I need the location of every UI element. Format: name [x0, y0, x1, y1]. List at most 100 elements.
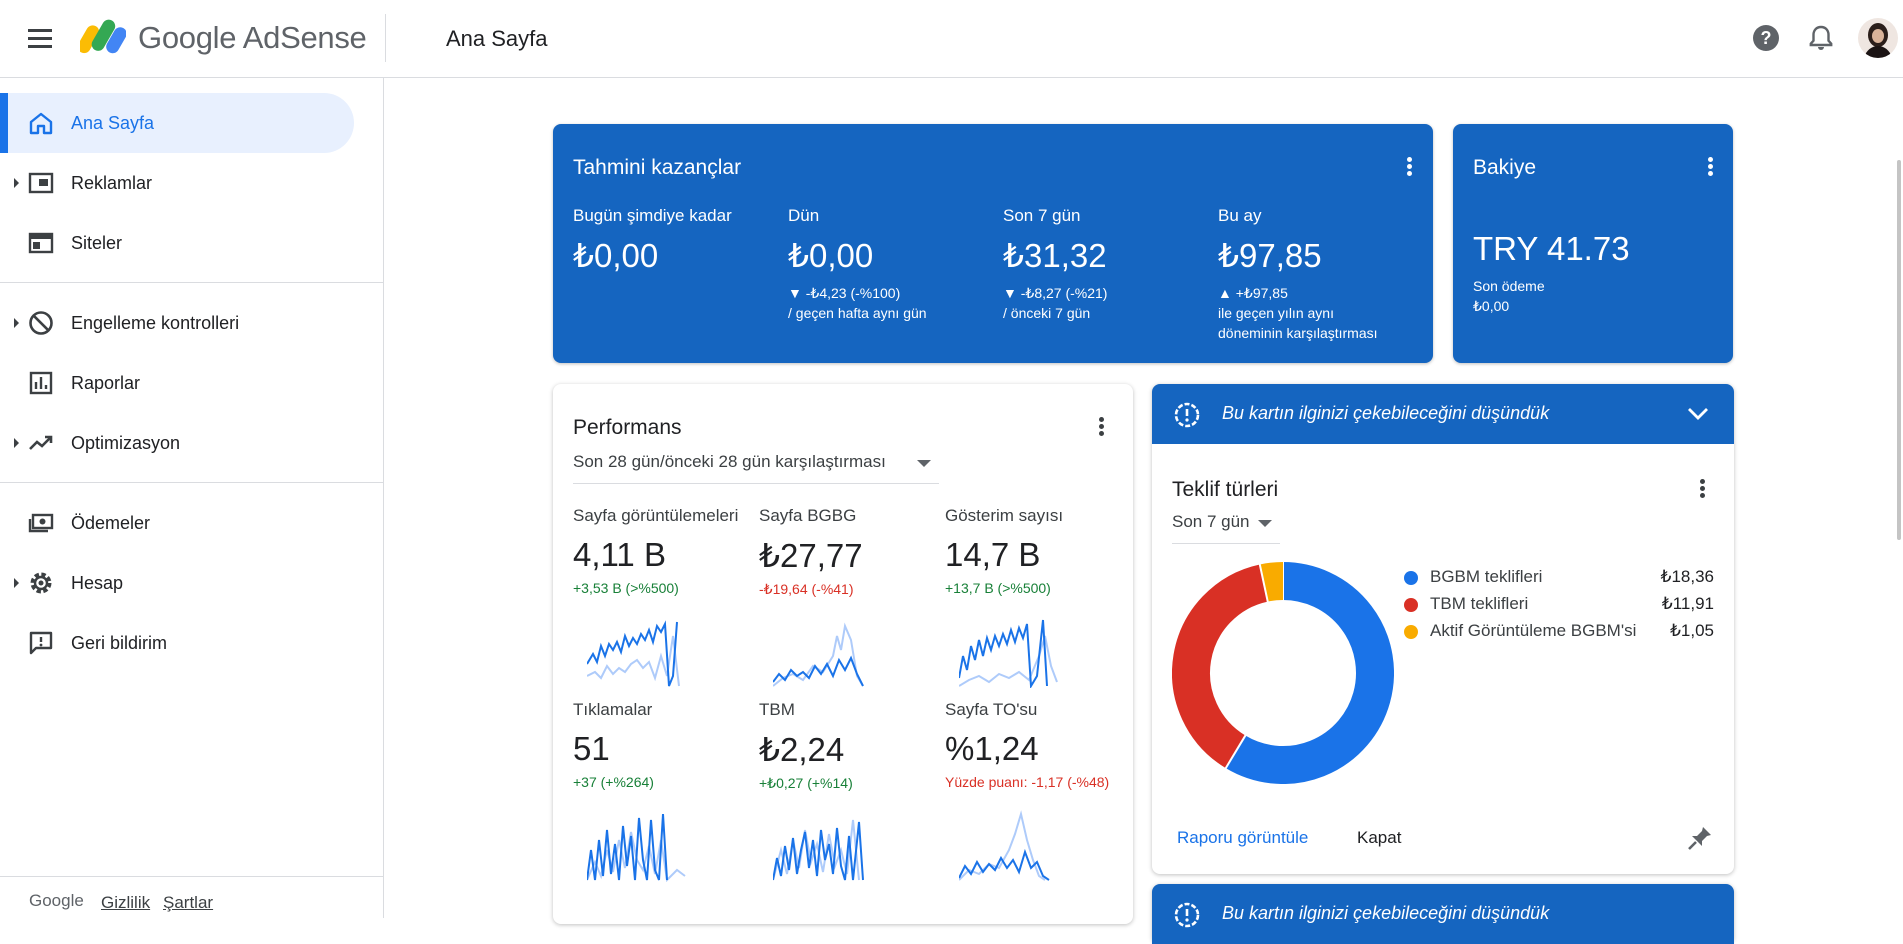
insight-badge-icon	[1174, 902, 1200, 928]
sites-icon	[28, 232, 54, 254]
card-title: Bakiye	[1473, 156, 1537, 179]
more-options-icon[interactable]	[1690, 478, 1714, 502]
privacy-link[interactable]: Gizlilik	[101, 893, 151, 912]
sidebar-item-label: Raporlar	[71, 372, 141, 393]
metric-delta: +13,7 B (>%500)	[945, 580, 1051, 596]
sidebar-item-reports[interactable]: Raporlar	[0, 353, 354, 413]
insight-header[interactable]: Bu kartın ilginizi çekebileceğini düşünd…	[1152, 884, 1734, 944]
legend-item: TBM teklifleri ₺11,91	[1402, 593, 1714, 619]
chevron-down-icon[interactable]	[1686, 404, 1710, 424]
sidebar-item-label: Siteler	[71, 232, 123, 253]
notifications-icon[interactable]	[1805, 22, 1837, 54]
earnings-last-7-days: Son 7 gün ₺31,32 ▼ -₺8,27 (-%21) / öncek…	[1003, 206, 1213, 323]
header-divider	[385, 14, 386, 62]
sidebar-item-home[interactable]: Ana Sayfa	[0, 93, 354, 153]
metric-delta: +37 (+%264)	[573, 774, 654, 790]
page-ctr-sparkline	[959, 810, 1050, 881]
more-options-icon[interactable]	[1698, 156, 1722, 180]
delta-note: ile geçen yılın aynı	[1218, 305, 1334, 321]
dismiss-button[interactable]: Kapat	[1357, 828, 1402, 847]
metric-page-rpm[interactable]: Sayfa BGBG ₺27,77 -₺19,64 (-%41)	[759, 506, 929, 598]
card-title: Teklif türleri	[1172, 478, 1279, 501]
account-avatar[interactable]	[1858, 18, 1898, 58]
insight-header[interactable]: Bu kartın ilginizi çekebileceğini düşünd…	[1152, 384, 1734, 444]
metric-value: 51	[573, 730, 610, 767]
earnings-this-month: Bu ay ₺97,85 ▲ +₺97,85 ile geçen yılın a…	[1218, 206, 1428, 343]
card-title: Tahmini kazançlar	[573, 156, 742, 179]
metric-page-ctr[interactable]: Sayfa TO'su %1,24 Yüzde puanı: -1,17 (-%…	[945, 700, 1113, 790]
more-options-icon[interactable]	[1089, 416, 1113, 440]
sidebar-item-feedback[interactable]: Geri bildirim	[0, 613, 354, 673]
reports-icon	[29, 371, 53, 395]
adsense-logo-icon	[80, 19, 126, 54]
insight-badge-icon	[1174, 402, 1200, 428]
legend-item: Aktif Görüntüleme BGBM'si ₺1,05	[1402, 620, 1714, 646]
period-dropdown-value: Son 7 gün	[1172, 512, 1250, 531]
metric-value: 4,11 B	[573, 536, 666, 573]
block-icon	[29, 311, 53, 335]
balance-value: TRY 41.73	[1473, 230, 1630, 267]
delta-note: / önceki 7 gün	[1003, 305, 1091, 321]
page-scrollbar[interactable]	[1897, 160, 1901, 540]
sidebar-item-sites[interactable]: Siteler	[0, 213, 354, 273]
metric-label: TBM	[759, 700, 795, 719]
performance-card: Performans Son 28 gün/önceki 28 gün karş…	[553, 384, 1133, 924]
delta-note: / geçen hafta aynı gün	[788, 305, 927, 321]
view-report-link[interactable]: Raporu görüntüle	[1177, 828, 1309, 847]
sidebar-item-account[interactable]: Hesap	[0, 553, 354, 613]
metric-impressions[interactable]: Gösterim sayısı 14,7 B +13,7 B (>%500)	[945, 506, 1115, 596]
earnings-delta: ▼ -₺4,23 (-%100) / geçen hafta aynı gün	[788, 283, 998, 323]
sidebar-item-label: Ana Sayfa	[71, 112, 155, 133]
estimated-earnings-card: Tahmini kazançlar Bugün şimdiye kadar ₺0…	[553, 124, 1433, 363]
pin-icon[interactable]	[1686, 824, 1714, 852]
metric-label: Sayfa BGBG	[759, 506, 857, 525]
metric-page-views[interactable]: Sayfa görüntülemeleri 4,11 B +3,53 B (>%…	[573, 506, 743, 596]
footer-brand: Google	[29, 891, 84, 910]
dropdown-arrow-icon	[917, 460, 931, 467]
expand-arrow-icon	[14, 438, 19, 448]
slice-separator	[1224, 734, 1247, 770]
earnings-label: Son 7 gün	[1003, 206, 1081, 225]
insight-header-text: Bu kartın ilginizi çekebileceğini düşünd…	[1222, 403, 1550, 423]
period-dropdown[interactable]: Son 7 gün	[1172, 512, 1280, 544]
sidebar-item-label: Reklamlar	[71, 172, 153, 193]
metric-label: Sayfa TO'su	[945, 700, 1038, 719]
metric-clicks[interactable]: Tıklamalar 51 +37 (+%264)	[573, 700, 743, 790]
metric-delta: +3,53 B (>%500)	[573, 580, 679, 596]
main-menu-button[interactable]	[28, 26, 58, 52]
legend-value: ₺18,36	[1660, 567, 1714, 586]
sidebar-divider	[0, 282, 384, 283]
earnings-delta: ▼ -₺8,27 (-%21) / önceki 7 gün	[1003, 283, 1213, 323]
help-icon[interactable]: ?	[1750, 22, 1782, 54]
metric-label: Gösterim sayısı	[945, 506, 1064, 525]
period-dropdown[interactable]: Son 28 gün/önceki 28 gün karşılaştırması	[573, 452, 939, 484]
sidebar-item-label: Hesap	[71, 572, 124, 593]
legend-value: ₺11,91	[1661, 594, 1714, 613]
card-title: Performans	[573, 416, 682, 439]
metric-cpc[interactable]: TBM ₺2,24 +₺0,27 (+%14)	[759, 700, 929, 792]
metric-label: Sayfa görüntülemeleri	[573, 506, 739, 525]
sidebar-item-optimization[interactable]: Optimizasyon	[0, 413, 354, 473]
gear-icon	[30, 572, 52, 594]
sidebar-item-payments[interactable]: Ödemeler	[0, 493, 354, 553]
more-options-icon[interactable]	[1397, 156, 1421, 180]
sidebar-footer: Google Gizlilik Şartlar	[0, 876, 384, 918]
sidebar-item-ads[interactable]: Reklamlar	[0, 153, 354, 213]
slice-tbm[interactable]	[1172, 564, 1269, 769]
last-payment-label: Son ödeme	[1473, 278, 1545, 294]
sidebar-item-blocking-controls[interactable]: Engelleme kontrolleri	[0, 293, 354, 353]
app-name[interactable]: Google AdSense	[138, 20, 367, 55]
navigation-sidebar: Ana Sayfa Reklamlar Siteler Engelleme ko…	[0, 78, 384, 918]
legend-label: TBM teklifleri	[1430, 594, 1529, 613]
insight-card-2: Bu kartın ilginizi çekebileceğini düşünd…	[1152, 884, 1734, 944]
slice-bgbm[interactable]	[1225, 562, 1394, 784]
terms-link[interactable]: Şartlar	[163, 893, 214, 912]
metric-delta: -₺19,64 (-%41)	[759, 581, 854, 597]
page-views-sparkline	[587, 620, 680, 687]
delta-value: ▼ -₺4,23 (-%100)	[788, 285, 901, 301]
expand-arrow-icon	[14, 178, 19, 188]
slice-active-view-bgbm[interactable]	[1259, 562, 1284, 602]
earnings-value: ₺0,00	[573, 237, 659, 274]
ads-icon	[28, 172, 54, 194]
sidebar-item-label: Geri bildirim	[71, 632, 168, 653]
